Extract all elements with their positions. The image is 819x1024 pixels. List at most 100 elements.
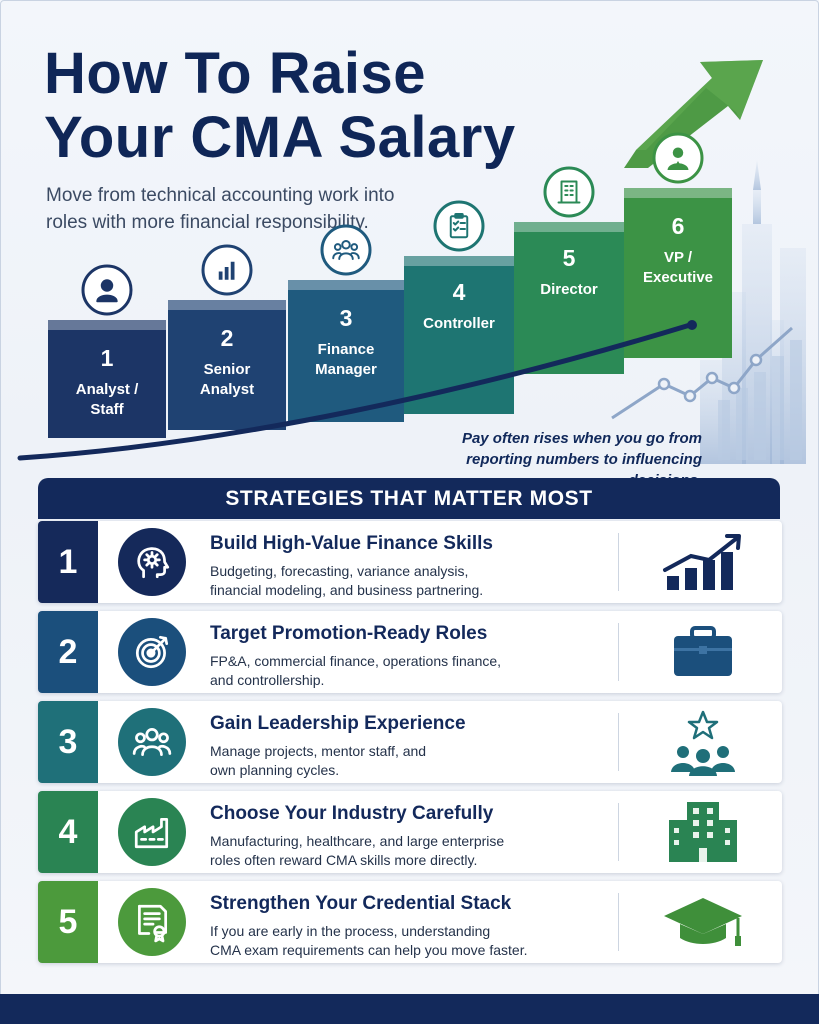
bottom-bar: [0, 994, 819, 1024]
career-ladder-illustration: 1 Analyst / Staff 2 Senior Analyst 3 Finance Man…: [17, 60, 806, 464]
team-icon: [118, 708, 186, 776]
career-step-label: Analyst: [200, 381, 254, 398]
career-step-top: [288, 280, 404, 292]
career-step-top: [624, 188, 732, 200]
career-step-5: 5 Director: [514, 166, 624, 374]
strategy-title: Strengthen Your Credential Stack: [210, 893, 512, 914]
strategy-description-line-2: CMA exam requirements can help you move …: [210, 942, 528, 958]
progression-curve: [17, 322, 693, 461]
career-step-number: 6: [672, 213, 685, 239]
strategy-row-2: 2 Target Promotion-Ready Roles FP&A, comme…: [38, 611, 782, 693]
strategy-number: 5: [38, 881, 98, 963]
career-step-2: 2 Senior Analyst: [168, 244, 286, 430]
career-step-top: [48, 320, 166, 332]
strategy-number: 1: [38, 521, 98, 603]
executive-icon: [667, 147, 689, 170]
career-step-label: Staff: [90, 401, 124, 418]
career-step-label: Controller: [423, 315, 495, 332]
strategy-description-line-2: and controllership.: [210, 672, 325, 688]
career-steps: 1 Analyst / Staff 2 Senior Analyst 3 Finance Man…: [48, 132, 732, 438]
strategy-description-line-1: FP&A, commercial finance, operations fin…: [210, 653, 502, 669]
rising-bar-chart-icon: [648, 526, 758, 598]
career-step-block: [48, 330, 166, 438]
title-line-2: Your CMA Salary: [44, 105, 516, 170]
career-step-number: 2: [221, 325, 234, 351]
strategies-header: STRATEGIES THAT MATTER MOST: [38, 478, 780, 519]
strategy-title: Build High-Value Finance Skills: [210, 533, 493, 554]
strategy-description-line-2: roles often reward CMA skills more direc…: [210, 852, 478, 868]
career-step-number: 3: [340, 305, 353, 331]
row-divider: [618, 533, 619, 591]
target-icon: [118, 618, 186, 686]
strategy-title: Gain Leadership Experience: [210, 713, 466, 734]
career-step-label: Manager: [315, 361, 377, 378]
career-step-1: 1 Analyst / Staff: [48, 264, 166, 438]
career-step-badge: [543, 166, 595, 218]
strategy-description: If you are early in the process, underst…: [210, 922, 630, 960]
career-step-label: Finance: [318, 341, 375, 358]
career-step-number: 5: [563, 245, 576, 271]
strategy-title: Choose Your Industry Carefully: [210, 803, 494, 824]
page-subtitle: Move from technical accounting work into…: [46, 185, 395, 233]
career-step-4: 4 Controller: [404, 200, 514, 414]
page-title: How To Raise Your CMA Salary: [44, 42, 516, 170]
career-step-top: [404, 256, 514, 268]
checklist-icon: [449, 213, 469, 239]
strategy-number: 2: [38, 611, 98, 693]
career-step-block: [288, 290, 404, 422]
office-building-icon: [648, 796, 758, 868]
strategy-description: Budgeting, forecasting, variance analysi…: [210, 562, 630, 600]
title-line-1: How To Raise: [44, 41, 426, 106]
career-step-label: Executive: [643, 269, 713, 286]
curve-endpoint: [687, 320, 697, 330]
row-divider: [618, 623, 619, 681]
strategy-description: FP&A, commercial finance, operations fin…: [210, 652, 630, 690]
strategy-description-line-1: Budgeting, forecasting, variance analysi…: [210, 563, 469, 579]
trend-line-chart: [611, 326, 793, 420]
career-step-6: 6 VP / Executive: [624, 132, 732, 358]
strategy-description-line-1: Manufacturing, healthcare, and large ent…: [210, 833, 505, 849]
certificate-icon: [118, 888, 186, 956]
bar-chart-icon: [218, 261, 235, 280]
graduation-cap-icon: [648, 886, 758, 958]
team-star-icon: [648, 706, 758, 778]
team-icon: [332, 240, 360, 260]
career-step-label: Senior: [204, 361, 251, 378]
strategy-description-line-2: own planning cycles.: [210, 762, 340, 778]
strategy-description-line-1: Manage projects, mentor staff, and: [210, 743, 427, 759]
pay-note: Pay often rises when you go from reporti…: [461, 430, 702, 489]
row-divider: [618, 803, 619, 861]
career-step-3: 3 Finance Manager: [288, 224, 404, 422]
strategy-description: Manufacturing, healthcare, and large ent…: [210, 832, 630, 870]
career-step-top: [514, 222, 624, 234]
strategy-row-4: 4 Choose Your Industry Carefully Manufactu…: [38, 791, 782, 873]
strategy-title: Target Promotion-Ready Roles: [210, 623, 488, 644]
strategy-row-3: 3 Gain Leadership Experience Manage projec…: [38, 701, 782, 783]
faded-bar-chart: [718, 340, 802, 460]
career-step-label: Analyst /: [76, 381, 139, 398]
strategy-number: 3: [38, 701, 98, 783]
row-divider: [618, 713, 619, 771]
head-gear-icon: [118, 528, 186, 596]
strategy-row-5: 5 Strengthen Your Credential Stack If you …: [38, 881, 782, 963]
row-divider: [618, 893, 619, 951]
growth-arrow: [624, 60, 763, 168]
strategy-number: 4: [38, 791, 98, 873]
person-icon: [96, 279, 118, 303]
factory-icon: [118, 798, 186, 866]
career-step-number: 1: [101, 345, 114, 371]
strategy-row-1: 1 Build High-Value Finance Skills Budgetin…: [38, 521, 782, 603]
strategy-description-line-2: financial modeling, and business partner…: [210, 582, 484, 598]
career-step-badge: [433, 200, 485, 252]
strategy-description-line-1: If you are early in the process, underst…: [210, 923, 491, 939]
career-step-top: [168, 300, 286, 312]
career-step-label: Director: [540, 281, 598, 298]
strategy-description: Manage projects, mentor staff, and own pl…: [210, 742, 630, 780]
career-step-block: [624, 198, 732, 358]
building-icon: [557, 180, 581, 204]
career-step-label: VP /: [664, 249, 693, 266]
career-step-block: [168, 310, 286, 430]
briefcase-icon: [648, 616, 758, 688]
career-step-badge: [320, 224, 372, 276]
career-step-number: 4: [453, 279, 466, 305]
